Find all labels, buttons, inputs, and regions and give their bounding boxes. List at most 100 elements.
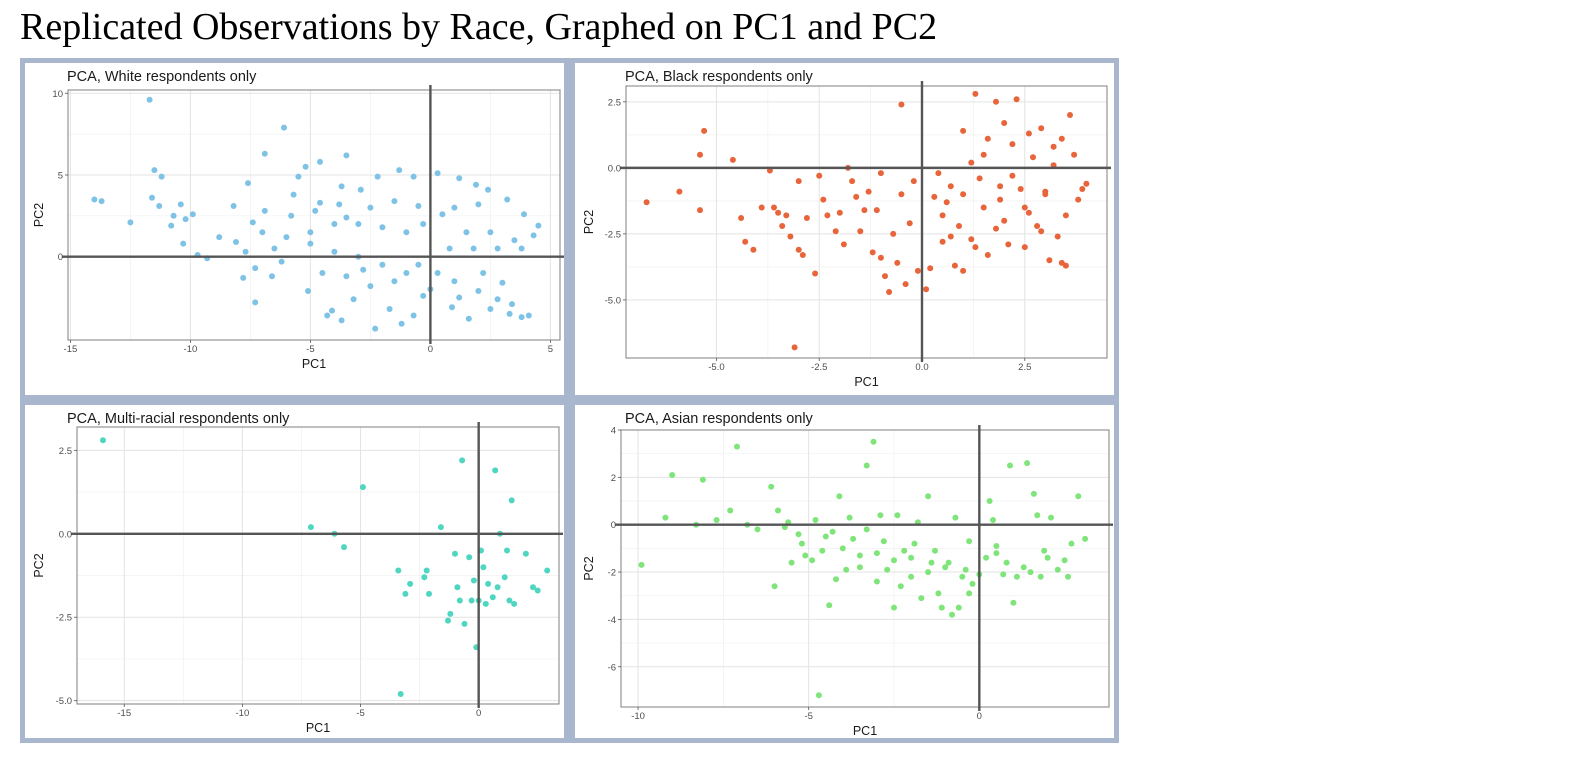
data-point xyxy=(809,557,816,564)
data-point xyxy=(911,540,918,547)
data-point xyxy=(984,252,991,258)
data-point xyxy=(415,261,422,268)
data-point xyxy=(281,124,287,131)
data-point xyxy=(662,514,669,521)
data-point xyxy=(939,212,946,219)
data-point xyxy=(530,584,536,591)
data-point xyxy=(1062,212,1069,219)
y-tick-label: 2 xyxy=(611,473,616,484)
data-point xyxy=(475,201,482,208)
data-point xyxy=(1067,112,1073,118)
data-point xyxy=(454,584,461,591)
data-point xyxy=(1010,599,1017,606)
data-point xyxy=(947,233,954,240)
x-tick-label: 0 xyxy=(428,344,433,355)
data-point xyxy=(475,288,482,294)
x-tick-label: 0.0 xyxy=(915,362,928,373)
data-point xyxy=(372,325,379,332)
data-point xyxy=(880,538,887,545)
x-tick-label: -2.5 xyxy=(811,362,827,373)
data-point xyxy=(449,304,455,311)
data-point xyxy=(456,294,463,301)
data-point xyxy=(891,604,897,611)
data-point xyxy=(873,578,880,585)
data-point xyxy=(865,188,872,195)
data-point xyxy=(1001,217,1008,224)
data-point xyxy=(820,196,827,203)
data-point xyxy=(434,170,441,177)
data-point xyxy=(857,228,864,235)
data-point xyxy=(1054,566,1061,573)
x-tick-label: -15 xyxy=(64,344,78,355)
data-point xyxy=(997,196,1004,203)
data-point xyxy=(839,545,846,552)
x-tick-label: 0 xyxy=(977,711,982,722)
data-point xyxy=(379,224,386,231)
data-point xyxy=(245,180,251,187)
scatter-plot-svg: -5.0 -2.5 0.0 2.5 -5.0 -2.5 0.0 2.5 PCA, Black r… xyxy=(582,69,1111,389)
data-point xyxy=(775,507,781,514)
y-tick-label: 5 xyxy=(58,170,63,181)
data-point xyxy=(1027,569,1034,576)
data-point xyxy=(976,175,983,182)
data-point xyxy=(795,531,802,538)
data-point xyxy=(980,204,987,211)
data-point xyxy=(415,203,422,209)
data-points xyxy=(643,90,1090,351)
data-point xyxy=(1001,120,1008,126)
data-points xyxy=(638,438,1089,699)
data-point xyxy=(1013,96,1020,103)
data-point xyxy=(470,245,477,252)
y-tick-label: 0.0 xyxy=(608,163,621,174)
data-point xyxy=(824,212,831,219)
data-point xyxy=(959,573,966,580)
scatter-plot-svg: -15 -10 -5 0 5 0 5 10 PCA, White respondents onl… xyxy=(32,69,564,371)
y-axis-label: PC2 xyxy=(32,203,46,227)
data-point xyxy=(734,443,740,450)
data-point xyxy=(410,312,417,319)
chart-title: PCA, Multi-racial respondents only xyxy=(67,411,290,427)
data-point xyxy=(955,604,962,611)
data-point xyxy=(331,221,338,227)
data-point xyxy=(990,517,996,523)
data-point xyxy=(902,281,909,288)
data-point xyxy=(727,507,734,514)
data-point xyxy=(1007,462,1013,469)
x-axis-label: PC1 xyxy=(302,357,326,371)
data-point xyxy=(1075,493,1082,500)
data-point xyxy=(447,610,454,617)
data-point xyxy=(445,617,451,624)
data-point xyxy=(1009,141,1016,148)
data-point xyxy=(768,483,775,490)
data-point xyxy=(1020,564,1027,571)
data-point xyxy=(1038,125,1045,132)
data-point xyxy=(521,211,527,218)
data-point xyxy=(846,514,853,521)
data-point xyxy=(1054,233,1061,240)
data-point xyxy=(894,259,901,266)
data-point xyxy=(439,211,446,218)
data-point xyxy=(249,219,256,226)
data-point xyxy=(870,438,877,445)
data-point xyxy=(918,595,925,602)
data-point xyxy=(884,566,891,573)
x-tick-label: 5 xyxy=(548,344,553,355)
data-point xyxy=(795,178,802,185)
data-point xyxy=(343,214,350,221)
data-point xyxy=(877,254,884,261)
data-point xyxy=(489,594,496,601)
data-point xyxy=(822,533,829,540)
y-tick-label: -2.5 xyxy=(56,613,72,624)
data-point xyxy=(470,577,477,584)
data-point xyxy=(233,239,239,245)
data-point xyxy=(452,550,458,557)
data-point xyxy=(420,292,427,299)
data-point xyxy=(482,600,489,607)
data-point xyxy=(960,191,967,198)
data-point xyxy=(480,564,487,571)
y-tick-label: 4 xyxy=(611,426,616,437)
data-point xyxy=(269,273,275,280)
data-point xyxy=(534,587,541,594)
data-point xyxy=(1034,223,1041,229)
data-point xyxy=(1021,244,1028,251)
